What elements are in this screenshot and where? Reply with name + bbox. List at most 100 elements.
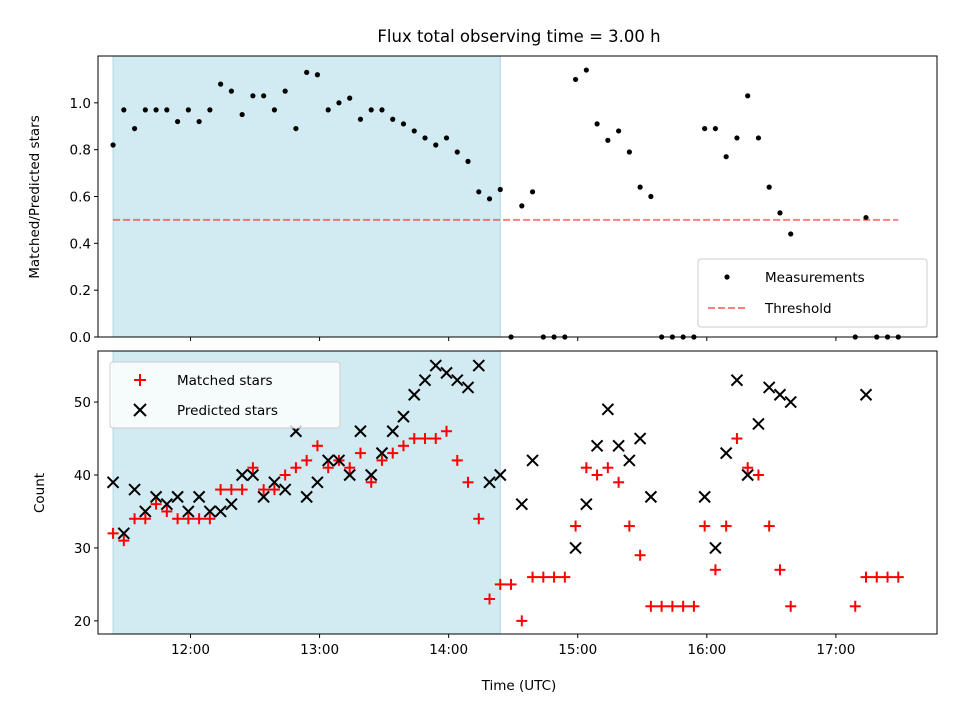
measurement-point — [174, 118, 181, 125]
y-tick-label: 0.8 — [70, 143, 91, 159]
measurement-point — [185, 107, 191, 113]
matched-star-marker — [559, 571, 571, 583]
x-axis-ticks: 12:00 13:00 14:00 15:00 16:00 17:00 — [171, 634, 855, 658]
matched-star-marker — [516, 615, 528, 627]
ratio-panel-frame — [97, 55, 938, 338]
measurement-point — [228, 88, 234, 94]
predicted-star-marker — [784, 395, 797, 409]
matched-star-marker — [462, 476, 474, 488]
matched-star-marker — [451, 454, 463, 466]
matched-star-marker — [430, 433, 442, 445]
matched-star-marker — [311, 440, 323, 452]
measurement-point — [465, 158, 471, 164]
predicted-star-marker — [278, 483, 292, 496]
x-tick-label: 15:00 — [558, 642, 597, 658]
matched-star-marker — [473, 513, 485, 525]
matched-star-marker — [591, 469, 603, 481]
matched-star-marker — [860, 571, 872, 583]
chart-title: Flux total observing time = 3.00 h — [377, 27, 660, 46]
measurement-point — [616, 128, 622, 134]
measurement-point — [121, 107, 127, 113]
predicted-star-marker — [365, 468, 378, 482]
predicted-star-marker — [515, 497, 529, 511]
legend-marker-measurements — [724, 274, 730, 280]
matched-star-marker — [139, 513, 151, 525]
matched-star-marker — [225, 484, 237, 496]
measurement-point — [368, 107, 374, 113]
x-tick-label: 12:00 — [171, 642, 210, 658]
predicted-star-marker — [268, 476, 281, 489]
measurement-point — [572, 76, 579, 83]
matched-star-marker — [301, 454, 313, 466]
measurement-point — [347, 95, 353, 101]
predicted-star-marker — [590, 439, 604, 453]
matched-star-marker — [441, 425, 453, 437]
predicted-star-marker — [440, 366, 453, 380]
x-axis-ticks — [190, 337, 837, 341]
matched-star-marker — [570, 520, 582, 532]
measurement-point — [142, 107, 148, 113]
measurement-point — [411, 128, 417, 134]
x-tick-label: 13:00 — [300, 642, 339, 658]
matched-star-marker — [419, 433, 431, 445]
y-tick-label: 1.0 — [70, 96, 91, 112]
matched-star-marker — [236, 484, 248, 496]
measurement-point — [486, 196, 493, 202]
matched-star-marker — [268, 484, 280, 496]
matched-star-marker — [322, 462, 334, 474]
matched-star-marker — [731, 433, 743, 445]
predicted-star-marker — [601, 403, 615, 416]
predicted-star-marker — [321, 454, 335, 467]
predicted-star-marker — [149, 490, 163, 504]
matched-star-marker — [527, 571, 539, 583]
measurement-point — [712, 125, 719, 132]
time-xlabel: Time (UTC) — [481, 678, 557, 694]
predicted-star-marker — [300, 490, 313, 504]
count-legend: Matched stars Predicted stars — [109, 361, 341, 429]
ratio-panel: 0.0 0.2 0.4 0.6 0.8 1.0 Matched/Predicted sta… — [27, 55, 938, 346]
measurement-point — [626, 149, 632, 155]
predicted-star-marker — [612, 439, 625, 453]
matched-star-marker — [688, 600, 700, 612]
y-tick-label: 20 — [74, 614, 91, 630]
y-tick-label: 40 — [74, 468, 91, 484]
predicted-star-marker — [375, 446, 389, 460]
matched-star-marker — [774, 564, 786, 576]
matched-star-marker — [580, 462, 592, 474]
matched-star-marker — [118, 535, 130, 547]
matched-star-marker — [634, 549, 646, 561]
predicted-star-marker — [257, 490, 270, 504]
measurement-point — [788, 231, 794, 237]
measurement-point — [766, 184, 772, 190]
measurement-point — [379, 107, 385, 113]
predicted-star-marker — [859, 388, 873, 401]
matched-star-marker — [613, 476, 625, 488]
matched-star-marker — [505, 578, 517, 590]
predicted-star-marker — [386, 425, 399, 438]
predicted-star-marker — [235, 468, 249, 482]
measurement-point — [131, 125, 138, 132]
count-panel-frame — [97, 350, 938, 635]
measurement-point — [433, 142, 439, 148]
matched-star-marker — [720, 520, 732, 532]
count-ylabel: Count — [32, 473, 48, 513]
matched-star-marker — [785, 600, 797, 612]
predicted-star-marker — [182, 505, 195, 518]
measurement-point — [271, 107, 278, 113]
matched-star-marker — [548, 571, 560, 583]
measurement-point — [304, 69, 310, 75]
matched-star-marker — [161, 505, 173, 517]
predicted-star-marker — [343, 468, 356, 482]
measurement-point — [454, 149, 460, 155]
predicted-star-marker — [203, 505, 217, 518]
predicted-star-marker — [246, 468, 260, 482]
predicted-star-marker — [117, 527, 131, 540]
matched-star-marker — [215, 484, 227, 496]
matched-star-marker — [387, 447, 399, 459]
predicted-star-marker — [569, 541, 582, 555]
matched-star-marker — [484, 593, 496, 605]
matched-star-marker — [182, 513, 194, 525]
predicted-star-marker — [397, 410, 410, 423]
